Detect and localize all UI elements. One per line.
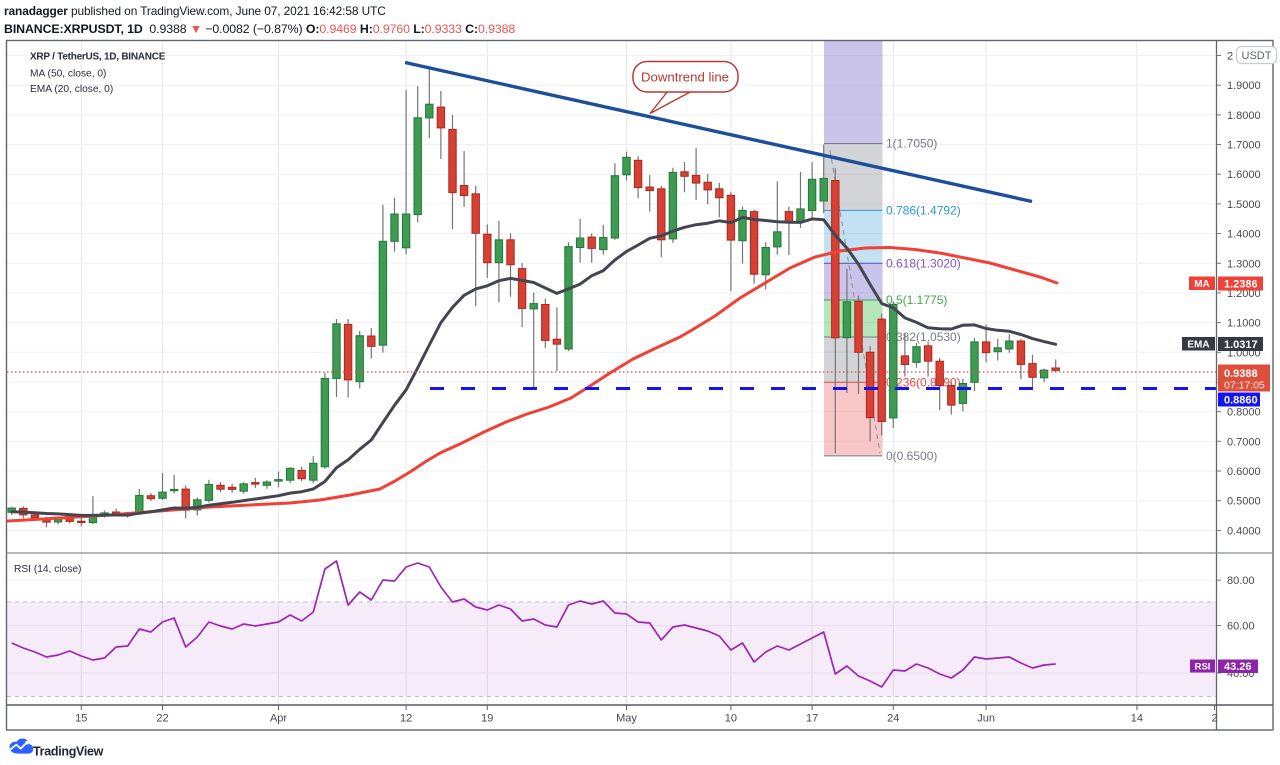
- svg-text:1.7000: 1.7000: [1227, 140, 1261, 152]
- svg-text:RSI: RSI: [1195, 662, 1211, 673]
- svg-text:1.4000: 1.4000: [1227, 229, 1261, 241]
- svg-text:43.26: 43.26: [1224, 661, 1252, 673]
- svg-text:USDT: USDT: [1242, 50, 1272, 62]
- svg-text:Apr: Apr: [270, 713, 287, 725]
- svg-text:1.8000: 1.8000: [1227, 110, 1261, 122]
- svg-text:0.5000: 0.5000: [1227, 496, 1261, 508]
- svg-text:22: 22: [156, 713, 168, 725]
- svg-text:MA: MA: [1194, 279, 1210, 290]
- svg-text:10: 10: [725, 713, 737, 725]
- svg-text:12: 12: [400, 713, 412, 725]
- svg-text:1.2386: 1.2386: [1224, 278, 1258, 290]
- svg-text:Jun: Jun: [977, 713, 995, 725]
- svg-text:1(1.7050): 1(1.7050): [886, 137, 937, 151]
- svg-text:0.8860: 0.8860: [1224, 394, 1258, 406]
- svg-text:0.8000: 0.8000: [1227, 407, 1261, 419]
- svg-text:60.00: 60.00: [1227, 621, 1255, 633]
- svg-text:0.4000: 0.4000: [1227, 525, 1261, 537]
- svg-text:1.5000: 1.5000: [1227, 199, 1261, 211]
- svg-text:0.618(1.3020): 0.618(1.3020): [886, 256, 961, 270]
- svg-text:0(0.6500): 0(0.6500): [886, 449, 937, 463]
- svg-text:0.786(1.4792): 0.786(1.4792): [886, 203, 961, 217]
- svg-text:May: May: [616, 713, 637, 725]
- svg-text:EMA: EMA: [1187, 339, 1209, 350]
- svg-text:EMA (20, close, 0): EMA (20, close, 0): [30, 84, 113, 95]
- svg-text:2: 2: [1227, 51, 1233, 63]
- svg-text:2: 2: [1211, 713, 1217, 725]
- svg-text:0.7000: 0.7000: [1227, 436, 1261, 448]
- svg-text:80.00: 80.00: [1227, 575, 1255, 587]
- svg-text:1.6000: 1.6000: [1227, 169, 1261, 181]
- svg-text:19: 19: [481, 713, 493, 725]
- svg-text:15: 15: [75, 713, 87, 725]
- svg-text:17: 17: [806, 713, 818, 725]
- svg-text:RSI (14, close): RSI (14, close): [14, 564, 81, 575]
- svg-text:0.5(1.1775): 0.5(1.1775): [886, 293, 947, 307]
- svg-text:24: 24: [887, 713, 899, 725]
- svg-text:1.9000: 1.9000: [1227, 80, 1261, 92]
- svg-text:14: 14: [1131, 713, 1143, 725]
- svg-text:1.3000: 1.3000: [1227, 258, 1261, 270]
- svg-text:1.2000: 1.2000: [1227, 288, 1261, 300]
- svg-text:1.0317: 1.0317: [1224, 339, 1258, 351]
- svg-text:MA (50, close, 0): MA (50, close, 0): [30, 69, 106, 80]
- svg-text:Downtrend line: Downtrend line: [641, 70, 729, 85]
- svg-text:1.1000: 1.1000: [1227, 318, 1261, 330]
- svg-text:XRP / TetherUS, 1D, BINANCE: XRP / TetherUS, 1D, BINANCE: [30, 52, 166, 63]
- svg-text:0.6000: 0.6000: [1227, 466, 1261, 478]
- svg-text:07:17:05: 07:17:05: [1224, 380, 1265, 392]
- svg-text:0.9388: 0.9388: [1224, 368, 1258, 380]
- svg-text:TradingView: TradingView: [33, 745, 104, 759]
